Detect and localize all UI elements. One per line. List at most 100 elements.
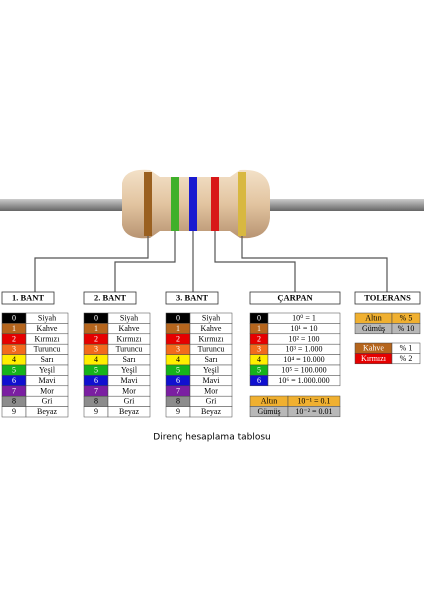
cell xyxy=(25,406,69,418)
digit: 2 xyxy=(176,334,180,343)
digit: 0 xyxy=(176,314,180,323)
tolerance-value: % 10 xyxy=(398,324,415,333)
color-name: Turuncu xyxy=(198,345,225,354)
digit: 8 xyxy=(94,397,98,406)
digit: 4 xyxy=(257,355,261,364)
multiplier-value: 10⁶ = 1.000.000 xyxy=(278,376,329,385)
color-name: Beyaz xyxy=(37,407,57,416)
color-name: Kahve xyxy=(201,324,222,333)
digit: 1 xyxy=(257,324,261,333)
table-title: 1. BANT xyxy=(12,292,44,302)
leader-line xyxy=(114,231,176,292)
color-name: Sarı xyxy=(41,355,55,364)
color-name: Yeşil xyxy=(203,366,220,375)
digit: 5 xyxy=(257,366,261,375)
table-title: 2. BANT xyxy=(94,292,126,302)
tolerance-value: % 1 xyxy=(400,344,413,353)
leader-line xyxy=(214,231,296,292)
color-name: Gümüş xyxy=(362,324,385,333)
color-name: Kırmızı xyxy=(117,334,143,343)
color-name: Mor xyxy=(122,386,136,395)
leaders xyxy=(34,231,388,292)
leader-line xyxy=(34,236,149,292)
digit: 5 xyxy=(94,366,98,375)
cell xyxy=(287,406,341,418)
digit: 0 xyxy=(257,314,261,323)
multiplier-value: 10³ = 1.000 xyxy=(286,345,323,354)
digit: 4 xyxy=(12,355,16,364)
leader-line xyxy=(241,236,388,292)
table-title: 3. BANT xyxy=(176,292,208,302)
table-header xyxy=(165,291,219,305)
color-name: Gri xyxy=(42,397,53,406)
color-name: Kırmızı xyxy=(361,354,387,363)
color-name: Gri xyxy=(206,397,217,406)
table-header xyxy=(249,291,341,305)
color-name: Mor xyxy=(204,386,218,395)
color-name: Mor xyxy=(40,386,54,395)
color-name: Siyah xyxy=(120,314,138,323)
digit: 7 xyxy=(176,386,180,395)
digit: 1 xyxy=(12,324,16,333)
cell xyxy=(391,323,421,335)
table-title: TOLERANS xyxy=(364,292,411,302)
color-name: Altın xyxy=(365,314,381,323)
color-name: Altın xyxy=(261,397,277,406)
digit: 3 xyxy=(94,345,98,354)
color-name: Sarı xyxy=(205,355,219,364)
digit: 5 xyxy=(12,366,16,375)
color-name: Yeşil xyxy=(39,366,56,375)
color-name: Turuncu xyxy=(34,345,61,354)
digit: 3 xyxy=(257,345,261,354)
digit: 3 xyxy=(12,345,16,354)
digit: 2 xyxy=(94,334,98,343)
digit: 2 xyxy=(257,334,261,343)
color-name: Mavi xyxy=(121,376,139,385)
digit: 1 xyxy=(94,324,98,333)
color-name: Kırmızı xyxy=(199,334,225,343)
digit: 6 xyxy=(257,376,261,385)
table-header xyxy=(83,291,137,305)
color-name: Kahve xyxy=(119,324,140,333)
color-name: Gümüş xyxy=(257,407,280,416)
multiplier-value: 10⁻² = 0.01 xyxy=(295,407,332,416)
digit: 4 xyxy=(94,355,98,364)
resistor xyxy=(0,169,424,239)
color-name: Mavi xyxy=(203,376,221,385)
digit: 1 xyxy=(176,324,180,333)
color-name: Yeşil xyxy=(121,366,138,375)
digit: 9 xyxy=(176,407,180,416)
digit: 9 xyxy=(12,407,16,416)
cell xyxy=(391,353,421,365)
tolerance-value: % 5 xyxy=(400,314,413,323)
color-name: Beyaz xyxy=(201,407,221,416)
table-header xyxy=(354,291,421,305)
color-name: Kahve xyxy=(37,324,58,333)
cell xyxy=(267,375,341,387)
multiplier-value: 10⁴ = 10.000 xyxy=(283,355,324,364)
digit: 4 xyxy=(176,355,180,364)
digit: 7 xyxy=(94,386,98,395)
band xyxy=(171,177,179,231)
color-name: Siyah xyxy=(38,314,56,323)
digit: 9 xyxy=(94,407,98,416)
multiplier-value: 10⁰ = 1 xyxy=(292,314,316,323)
digit: 7 xyxy=(12,386,16,395)
digit: 5 xyxy=(176,366,180,375)
digit: 2 xyxy=(12,334,16,343)
multiplier-value: 10⁻¹ = 0.1 xyxy=(297,397,330,406)
digit: 0 xyxy=(94,314,98,323)
band xyxy=(238,172,246,236)
band xyxy=(189,177,197,231)
cell xyxy=(107,406,151,418)
color-name: Siyah xyxy=(202,314,220,323)
digit: 6 xyxy=(12,376,16,385)
color-name: Mavi xyxy=(39,376,57,385)
band xyxy=(144,172,152,236)
color-name: Gri xyxy=(124,397,135,406)
table-title: ÇARPAN xyxy=(277,292,313,302)
color-name: Turuncu xyxy=(116,345,143,354)
cell xyxy=(189,406,233,418)
band xyxy=(211,177,219,231)
